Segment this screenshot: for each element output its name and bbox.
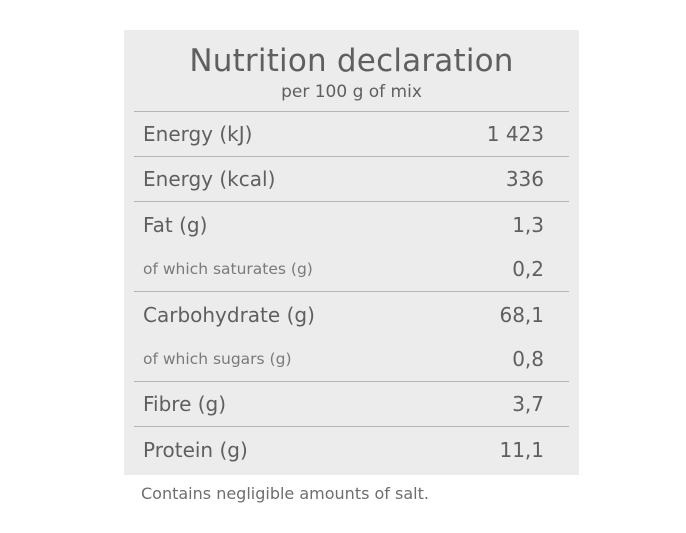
table-row-sugars: of which sugars (g) 0,8	[134, 337, 569, 382]
row-label: Fat (g)	[143, 212, 208, 237]
row-label: Fibre (g)	[143, 392, 227, 416]
table-row-saturates: of which saturates (g) 0,2	[134, 247, 569, 292]
table-row-carbohydrate: Carbohydrate (g) 68,1	[134, 292, 569, 337]
nutrition-table: Energy (kJ) 1 423 Energy (kcal) 336 Fat …	[134, 111, 569, 472]
row-label: Energy (kJ)	[143, 122, 253, 146]
nutrition-title: Nutrition declaration	[189, 43, 514, 79]
nutrition-panel: Nutrition declaration per 100 g of mix E…	[124, 30, 579, 475]
row-label: Carbohydrate (g)	[143, 302, 315, 327]
row-label: Energy (kcal)	[143, 167, 276, 191]
row-value: 68,1	[499, 302, 544, 327]
table-row-energy-kcal: Energy (kcal) 336	[134, 157, 569, 202]
row-value: 0,2	[512, 257, 544, 281]
row-value: 3,7	[512, 392, 544, 416]
table-row-fat: Fat (g) 1,3	[134, 202, 569, 247]
nutrition-subtitle: per 100 g of mix	[281, 82, 422, 102]
row-label: Protein (g)	[143, 437, 248, 462]
table-row-energy-kj: Energy (kJ) 1 423	[134, 112, 569, 157]
salt-footnote: Contains negligible amounts of salt.	[141, 484, 429, 503]
table-row-protein: Protein (g) 11,1	[134, 427, 569, 472]
row-value: 1 423	[486, 122, 544, 146]
row-value: 0,8	[512, 347, 544, 371]
row-value: 11,1	[499, 437, 544, 462]
row-label: of which saturates (g)	[143, 260, 313, 278]
row-value: 1,3	[512, 212, 544, 237]
row-label: of which sugars (g)	[143, 350, 292, 368]
table-row-fibre: Fibre (g) 3,7	[134, 382, 569, 427]
row-value: 336	[505, 167, 544, 191]
